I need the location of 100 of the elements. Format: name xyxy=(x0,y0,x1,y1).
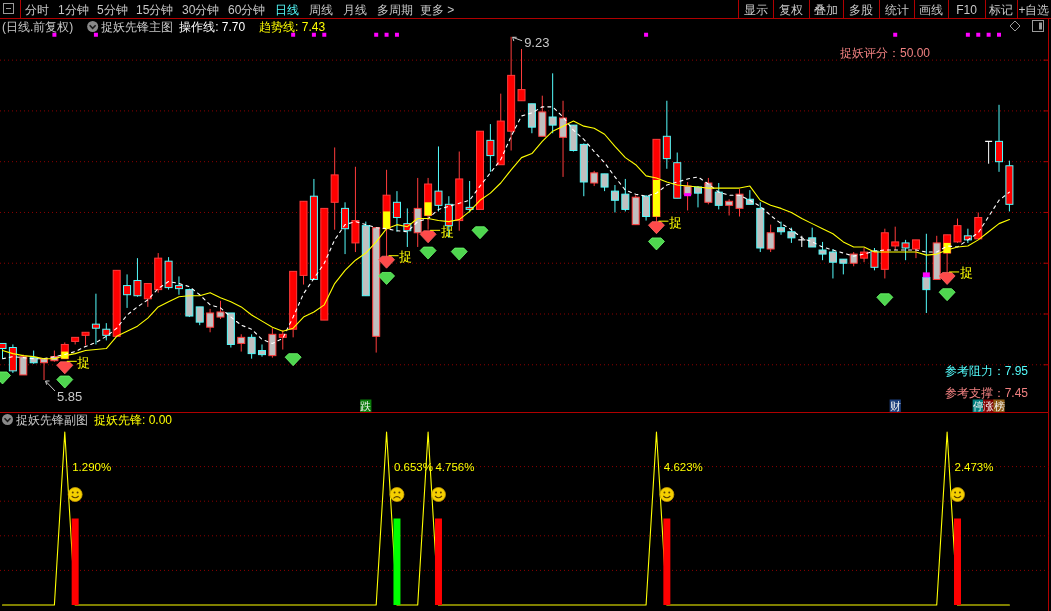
candlestick xyxy=(559,100,568,178)
candlestick xyxy=(351,166,360,253)
text: 15分钟 xyxy=(136,2,174,17)
annotation: 4.756% xyxy=(435,460,475,473)
annotation: 9.23 xyxy=(524,34,550,50)
point xyxy=(986,32,991,37)
point xyxy=(419,246,437,260)
candlestick xyxy=(123,273,132,309)
chart-title: 捉妖先锋主图 xyxy=(101,20,174,34)
point xyxy=(976,32,981,37)
text: 30分钟 xyxy=(182,2,220,17)
point xyxy=(384,32,389,37)
text: 复权 xyxy=(779,2,803,17)
point xyxy=(419,230,437,244)
annotation: 4.623% xyxy=(663,460,703,473)
candlestick xyxy=(216,300,225,320)
annotation: 参考支撑：7.45 xyxy=(944,385,1029,400)
candlestick xyxy=(341,201,350,255)
candlestick xyxy=(206,308,215,333)
candlestick xyxy=(735,188,744,218)
point xyxy=(322,32,327,37)
candlestick xyxy=(392,190,401,233)
candlestick xyxy=(911,239,920,259)
candlestick xyxy=(434,145,443,212)
data-label: 捉 xyxy=(77,354,91,370)
text: 多股 xyxy=(849,2,873,17)
candlestick xyxy=(133,257,142,298)
point xyxy=(938,288,956,302)
text: 画线 xyxy=(919,2,943,17)
point xyxy=(471,226,489,240)
text: 月线 xyxy=(343,2,367,17)
point xyxy=(378,272,395,285)
text: 操作线: 7.70 xyxy=(179,20,246,34)
candlestick xyxy=(642,194,651,222)
text: F10 xyxy=(956,2,978,17)
candlestick xyxy=(486,123,495,173)
point xyxy=(374,32,379,37)
candlestick xyxy=(465,180,474,213)
candlestick xyxy=(901,239,910,261)
candlestick xyxy=(714,182,723,210)
chart-title: 捉妖先锋副图 xyxy=(16,413,88,427)
text: 日线 xyxy=(275,2,299,17)
candlestick xyxy=(953,218,962,244)
candlestick xyxy=(247,333,256,360)
candlestick xyxy=(974,211,983,240)
candlestick xyxy=(662,100,671,170)
point xyxy=(876,293,894,307)
text: 趋势线: 7.43 xyxy=(259,20,326,34)
text: 5分钟 xyxy=(97,2,128,17)
candlestick xyxy=(621,178,630,212)
candlestick xyxy=(610,184,619,213)
point xyxy=(56,375,74,389)
candlestick xyxy=(870,247,879,271)
text: 捉妖先锋: 0.00 xyxy=(94,413,173,427)
candlestick xyxy=(8,343,17,374)
point xyxy=(56,361,74,375)
annotation: 2.473% xyxy=(954,460,994,473)
text: 周线 xyxy=(309,2,333,17)
point xyxy=(648,237,665,251)
candlestick xyxy=(517,48,526,102)
candlestick xyxy=(777,221,786,236)
candlestick xyxy=(548,72,557,134)
point xyxy=(997,32,1002,37)
point xyxy=(311,32,316,37)
candlestick xyxy=(258,343,267,358)
point xyxy=(450,247,468,261)
candlestick xyxy=(963,228,972,244)
data-label: 捉 xyxy=(399,249,413,265)
point xyxy=(378,255,395,269)
chart-subtitle: (日线.前复权) xyxy=(2,20,74,34)
candlestick xyxy=(766,224,775,253)
candlestick xyxy=(818,241,827,261)
text: 叠加 xyxy=(814,2,838,17)
text: 60分钟 xyxy=(228,2,266,17)
annotation: 参考阻力：7.95 xyxy=(944,364,1029,378)
candlestick xyxy=(195,306,204,326)
point xyxy=(938,272,956,285)
text: 更多 > xyxy=(420,2,455,17)
candlestick xyxy=(174,275,183,296)
candlestick xyxy=(922,233,931,314)
text: 显示 xyxy=(743,2,768,17)
candlestick xyxy=(143,283,152,308)
candlestick xyxy=(91,293,100,345)
annotation: 捉妖评分：50.00 xyxy=(840,46,931,60)
point xyxy=(648,221,665,235)
point xyxy=(394,32,399,37)
candlestick xyxy=(725,198,734,216)
text: 多周期 xyxy=(377,2,413,17)
point xyxy=(644,32,649,37)
candlestick xyxy=(268,327,277,359)
candlestick xyxy=(995,104,1004,173)
annotation: 5.85 xyxy=(57,388,83,404)
point xyxy=(965,32,970,37)
text: +自选 xyxy=(1018,2,1050,17)
text: 1分钟 xyxy=(58,2,89,17)
candlestick xyxy=(808,227,817,248)
data-label: 捉 xyxy=(959,265,973,281)
candlestick xyxy=(891,226,900,251)
point xyxy=(893,32,898,37)
candlestick xyxy=(527,103,536,134)
